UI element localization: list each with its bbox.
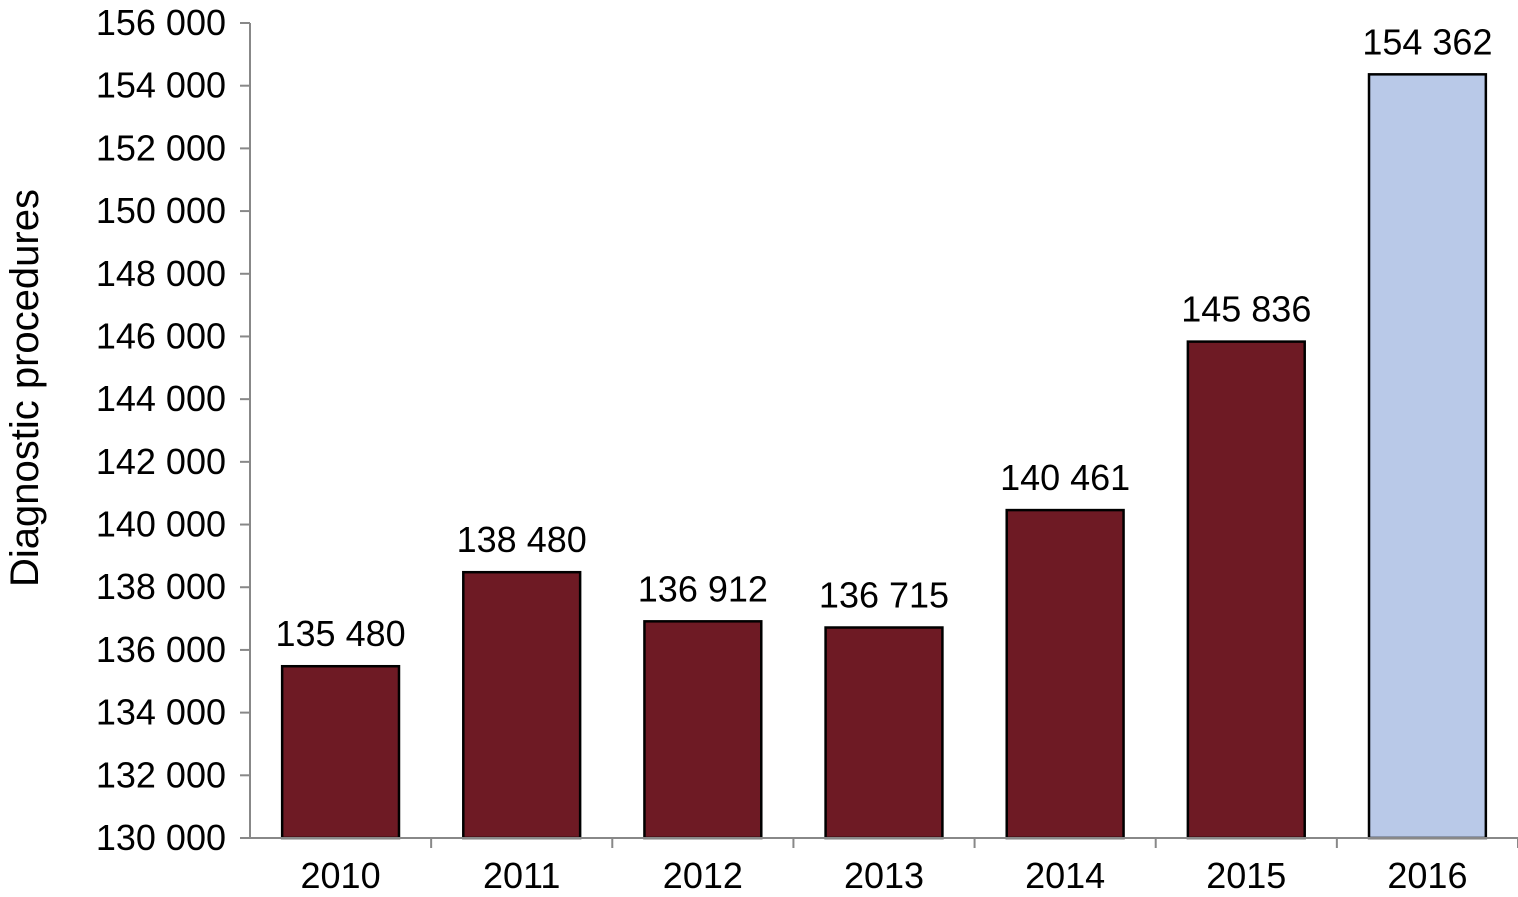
x-tick-label-2012: 2012 [663,855,743,896]
data-label-2010: 135 480 [276,613,406,654]
bar-2015 [1186,340,1306,840]
y-axis-title: Diagnostic procedures [3,189,47,587]
y-tick-label: 140 000 [96,504,226,545]
x-tick-label-2014: 2014 [1025,855,1105,896]
y-axis-ticks: 130 000 132 000 134 000 136 000 138 000 140 0… [96,2,250,858]
y-tick-label: 142 000 [96,441,226,482]
bar-2010 [280,664,401,840]
data-label-2016: 154 362 [1362,21,1492,62]
data-label-2012: 136 912 [638,568,768,609]
y-tick-label: 154 000 [96,65,226,106]
bar-2013 [824,626,944,840]
x-tick-label-2016: 2016 [1387,855,1467,896]
y-tick-label: 132 000 [96,754,226,795]
y-tick-label: 136 000 [96,629,226,670]
x-tick-label-2015: 2015 [1206,855,1286,896]
x-tick-label-2010: 2010 [301,855,381,896]
y-tick-label: 130 000 [96,817,226,858]
y-tick-label: 146 000 [96,315,226,356]
x-tick-label-2011: 2011 [483,855,560,896]
data-label-2014: 140 461 [1000,457,1130,498]
bar-2014 [1005,508,1125,840]
y-tick-label: 152 000 [96,127,226,168]
y-axis-title-group: Diagnostic procedures [3,189,47,587]
data-label-2011: 138 480 [457,519,587,560]
data-label-2013: 136 715 [819,575,949,616]
data-label-2015: 145 836 [1181,289,1311,330]
y-tick-label: 148 000 [96,253,226,294]
bar-2011 [462,570,582,840]
y-tick-label: 138 000 [96,566,226,607]
bars [280,73,1488,840]
y-tick-label: 156 000 [96,2,226,43]
bar-2016 [1367,73,1488,840]
x-tick-label-2013: 2013 [844,855,924,896]
y-tick-label: 150 000 [96,190,226,231]
bar-2012 [643,620,763,840]
y-tick-label: 134 000 [96,692,226,733]
y-tick-label: 144 000 [96,378,226,419]
x-axis-ticks: 2010 2011 2012 2013 2014 2015 2016 [301,838,1518,896]
data-labels: 135 480 138 480 136 912 136 715 140 461 145 8… [276,21,1493,654]
